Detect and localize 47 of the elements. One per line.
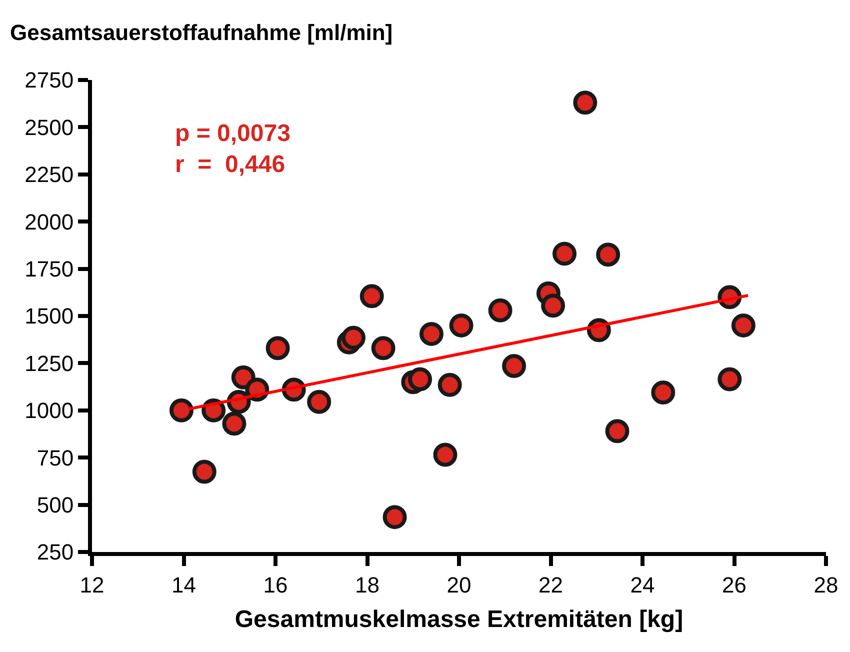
point xyxy=(360,284,384,308)
point xyxy=(651,380,676,404)
y-tick-label: 1750 xyxy=(24,256,74,282)
point xyxy=(488,298,512,322)
point xyxy=(433,442,458,467)
point xyxy=(552,242,577,266)
point xyxy=(596,242,620,267)
point xyxy=(718,367,742,392)
point xyxy=(266,336,290,360)
y-axis-title: Gesamtsauerstoffaufnahme [ml/min] xyxy=(10,20,393,45)
annotation: p = 0,0073 r = 0,446 xyxy=(175,120,290,178)
x-tick-label: 20 xyxy=(446,572,472,598)
y-tick-label: 250 xyxy=(36,540,74,565)
x-tick-label: 24 xyxy=(630,572,655,598)
x-tick-label: 26 xyxy=(722,572,746,598)
point xyxy=(573,90,598,115)
y-tick-label: 2000 xyxy=(24,209,74,234)
point xyxy=(731,313,756,338)
x-tick-label: 28 xyxy=(814,572,838,598)
y-tick-label: 2250 xyxy=(24,162,74,188)
point xyxy=(307,390,332,414)
y-tick-label: 1500 xyxy=(24,304,74,329)
point xyxy=(371,336,396,360)
y-tick-label: 2500 xyxy=(24,114,74,140)
point xyxy=(605,419,630,444)
point xyxy=(382,505,407,530)
point xyxy=(438,372,462,397)
x-axis-title: Gesamtmuskelmasse Extremitäten [kg] xyxy=(234,606,684,634)
point xyxy=(408,367,432,392)
y-tick-label: 1000 xyxy=(24,398,74,424)
point xyxy=(419,322,444,346)
point xyxy=(449,313,474,338)
y-tick-label: 500 xyxy=(36,492,74,518)
x-tick-label: 12 xyxy=(80,572,104,598)
y-tick-label: 1250 xyxy=(24,350,74,376)
y-tick-label: 750 xyxy=(36,445,74,470)
point xyxy=(169,398,194,422)
point xyxy=(192,460,216,484)
x-tick-label: 18 xyxy=(355,572,380,598)
point xyxy=(541,294,566,318)
point xyxy=(222,412,246,436)
point xyxy=(342,326,366,350)
x-tick-label: 14 xyxy=(172,572,196,598)
point xyxy=(502,354,526,378)
x-tick-label: 16 xyxy=(263,572,288,598)
y-tick-label: 2750 xyxy=(24,68,74,93)
x-tick-label: 22 xyxy=(538,572,563,598)
